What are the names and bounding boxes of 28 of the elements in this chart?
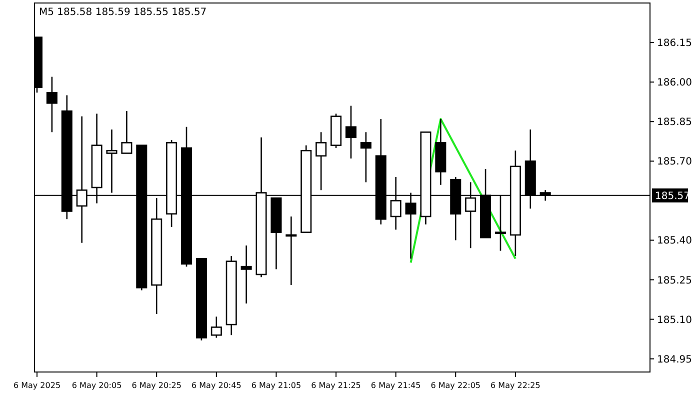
x-tick-label: 6 May 20:45 xyxy=(192,381,242,390)
y-tick-label: 186.15 xyxy=(657,38,692,50)
candlestick xyxy=(121,110,132,154)
y-tick-label: 185.25 xyxy=(657,275,692,286)
candlestick xyxy=(46,76,58,133)
x-tick-label: 6 May 21:25 xyxy=(311,381,361,390)
chart-title: M5 185.58 185.59 185.55 185.57 xyxy=(39,7,207,18)
x-tick-label: 6 May 20:25 xyxy=(132,381,182,390)
candlestick xyxy=(360,132,372,183)
ref-line-label: 185.57 xyxy=(655,190,690,202)
candlestick xyxy=(210,316,222,338)
y-tick-label: 185.70 xyxy=(657,156,692,168)
y-tick-label: 185.85 xyxy=(657,117,692,128)
candlestick xyxy=(106,128,118,194)
y-tick-label: 186.00 xyxy=(657,78,692,89)
x-tick-label: 6 May 22:05 xyxy=(430,381,481,390)
candlestick xyxy=(286,216,297,286)
x-tick-label: 6 May 2025 xyxy=(13,381,61,390)
candlestick xyxy=(240,244,252,304)
y-tick-label: 185.40 xyxy=(657,236,692,247)
candlestick xyxy=(316,132,327,191)
y-tick-label: 185.10 xyxy=(657,314,692,326)
candlestick xyxy=(345,105,356,160)
x-tick-label: 6 May 21:45 xyxy=(370,381,421,390)
y-tick-label: 184.95 xyxy=(657,354,692,366)
x-tick-label: 6 May 21:05 xyxy=(251,381,302,390)
x-tick-label: 6 May 22:25 xyxy=(490,381,540,390)
x-tick-label: 6 May 20:05 xyxy=(72,381,122,390)
